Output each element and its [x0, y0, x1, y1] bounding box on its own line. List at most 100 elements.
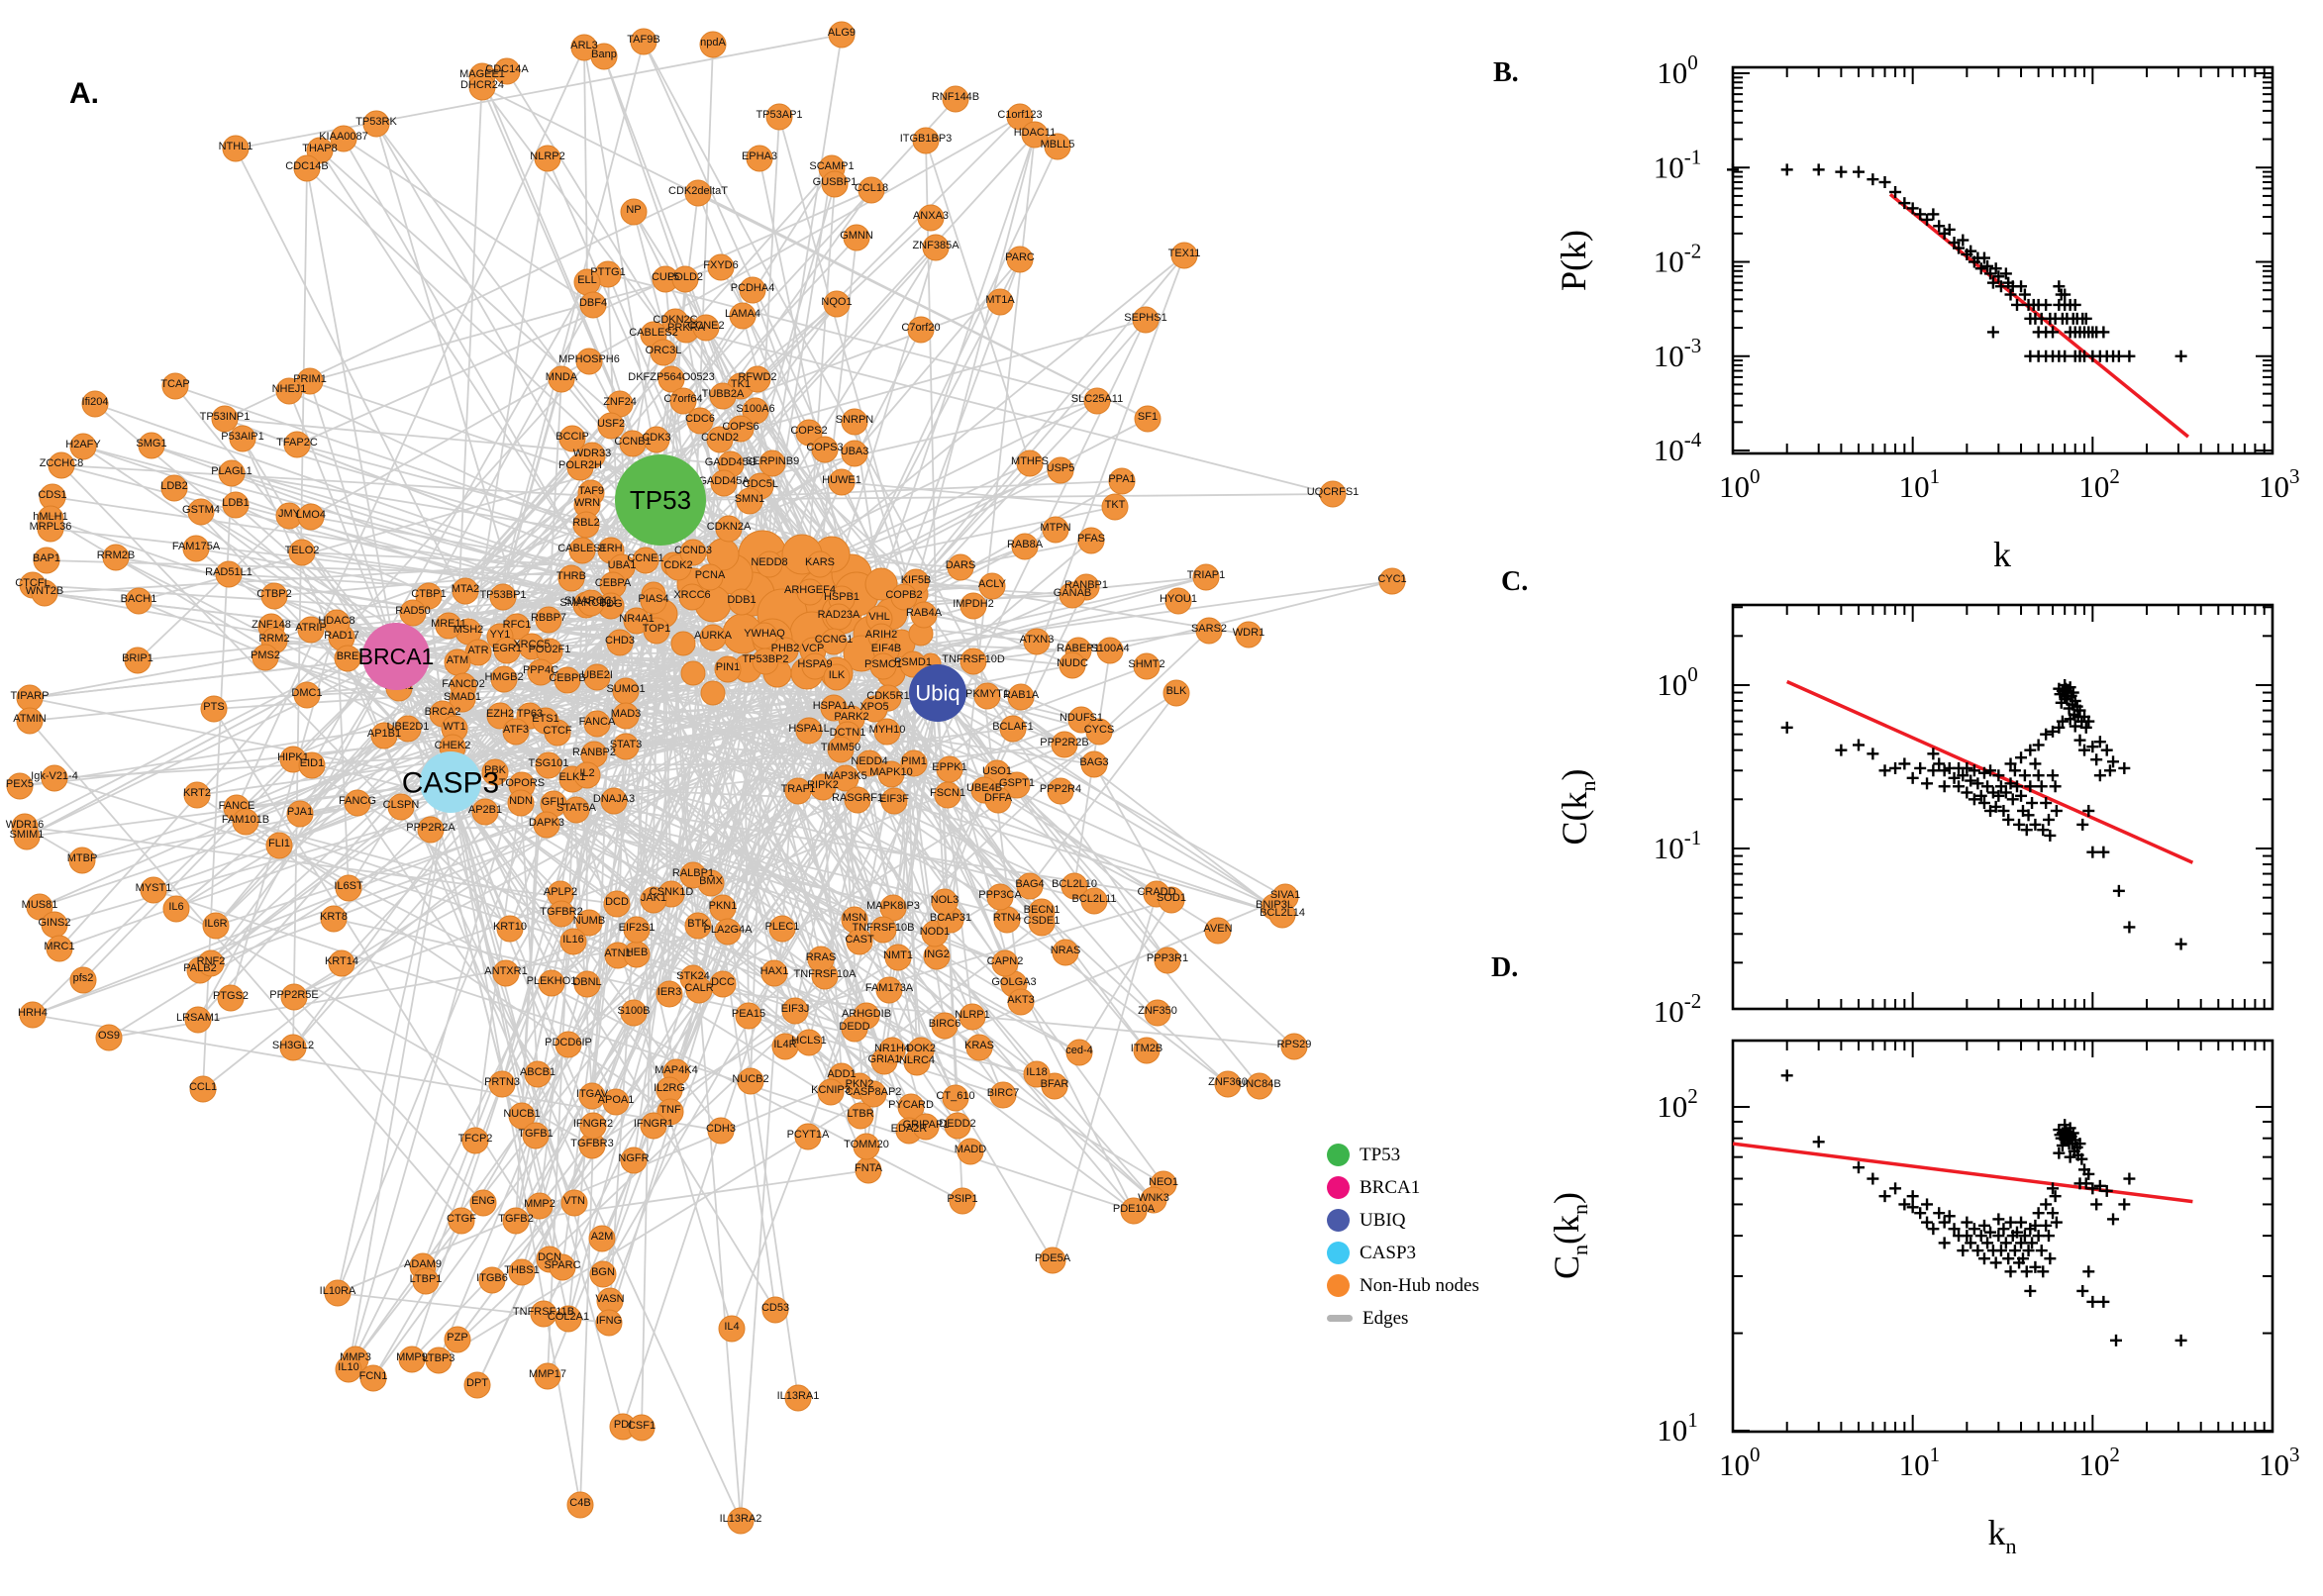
network-node-label: RASGRF1 — [832, 792, 883, 804]
network-node-label: KCNIP3 — [811, 1084, 851, 1096]
network-node-label: GADD45A — [698, 475, 750, 487]
network-node-label: TSG101 — [529, 757, 569, 769]
x-axis-title: k — [1993, 535, 2011, 574]
legend-item-label: Edges — [1363, 1307, 1409, 1329]
network-node-label: CDK5R1 — [866, 690, 909, 702]
network-node — [942, 1084, 969, 1112]
network-node — [714, 655, 742, 683]
network-node-label: CCNG1 — [815, 634, 854, 646]
network-node-label: BMX — [699, 875, 724, 887]
network-node-label: EGR1 — [492, 643, 522, 654]
network-node — [942, 85, 969, 113]
network-node — [95, 1024, 123, 1051]
network-node — [1080, 887, 1108, 915]
network-node-label: YWHAQ — [744, 628, 785, 640]
network-node — [752, 648, 779, 675]
network-node-label: XRCC5 — [513, 639, 550, 650]
network-node-label: DCTN1 — [830, 727, 866, 739]
network-node-label: KRT8 — [320, 911, 348, 923]
network-node-label: VCP — [802, 643, 825, 654]
network-node-label: CCNE1 — [627, 552, 663, 564]
network-node — [260, 582, 288, 610]
network-node — [1007, 683, 1035, 711]
network-node-label: P53AIP1 — [221, 431, 263, 443]
network-node — [684, 179, 712, 207]
network-node-label: CTGF — [447, 1213, 476, 1225]
network-node — [13, 823, 41, 850]
network-node-label: KIF5B — [901, 574, 932, 586]
scatter-points — [1780, 679, 2187, 950]
network-node-label: BTK — [687, 918, 709, 930]
network-node — [597, 412, 625, 440]
network-node-label: RBBP7 — [531, 612, 566, 624]
network-node — [124, 647, 152, 674]
hub-node-label: TP53 — [630, 485, 691, 515]
network-node-label: PIN1 — [716, 661, 740, 673]
network-node-label: NUMB — [573, 915, 605, 927]
network-node-label: OS9 — [98, 1030, 120, 1042]
x-axis-title: kn — [1988, 1513, 2017, 1558]
network-node — [81, 390, 109, 418]
network-node — [709, 970, 737, 998]
network-node-label: RABEP1 — [1057, 643, 1099, 654]
network-node-label: SCAMP1 — [809, 160, 854, 172]
network-node — [853, 1133, 880, 1160]
network-node — [1083, 387, 1111, 415]
network-node-label: TIMM50 — [821, 742, 860, 753]
network-node-label: TNFRSF10D — [942, 653, 1005, 665]
network-node-label: ANTXR1 — [484, 965, 527, 977]
network-node-label: RNF144B — [932, 91, 979, 103]
network-node-label: C1orf123 — [997, 109, 1042, 121]
network-node-label: RFWD2 — [738, 371, 776, 383]
network-node-label: SOD1 — [1157, 892, 1186, 904]
network-node — [138, 432, 165, 459]
network-node-label: IMPDH2 — [953, 598, 994, 610]
network-node-label: PSIP1 — [947, 1193, 977, 1205]
network-node — [362, 110, 390, 138]
network-node-label: KARS — [805, 556, 835, 568]
network-node-label: CDC14A — [485, 63, 529, 75]
network-node-label: SMARCC1 — [564, 595, 618, 607]
network-node — [502, 718, 530, 746]
network-node-label: TIPARP — [11, 690, 50, 702]
scatter-panel-b: 100 101 102 103 100 10-1 10-2 10-3 10-4 k P(k) — [1554, 50, 2300, 574]
network-node — [1085, 718, 1113, 746]
network-node — [669, 387, 697, 415]
network-node — [986, 288, 1014, 316]
network-node-label: DNAJA3 — [593, 793, 635, 805]
network-node-label: TDG — [599, 598, 622, 610]
network-node-label: ERH — [599, 543, 622, 554]
network-node-label: MRPL36 — [30, 521, 72, 533]
network-node — [991, 949, 1019, 977]
network-node — [796, 578, 824, 606]
network-node-label: FANCD2 — [442, 678, 484, 690]
network-node-label: MTA2 — [452, 583, 480, 595]
network-node-label: LDB2 — [160, 480, 188, 492]
network-node-label: HUWE1 — [822, 474, 861, 486]
network-node-label: GMNN — [840, 230, 873, 242]
network-node — [1044, 133, 1071, 160]
network-node — [508, 1102, 536, 1130]
network-node-label: ITGB1BP3 — [900, 133, 953, 145]
network-node-label: ced-4 — [1065, 1045, 1093, 1056]
network-node — [884, 944, 912, 971]
network-node-label: HRH4 — [18, 1007, 48, 1019]
network-node — [490, 665, 518, 693]
network-node — [827, 736, 855, 763]
network-node — [334, 645, 361, 672]
network-node — [554, 666, 581, 694]
network-node — [1378, 567, 1406, 595]
network-node-label: PSMD1 — [894, 656, 932, 668]
network-node-label: HSPA1A — [813, 700, 856, 712]
network-node-label: SMN1 — [735, 493, 765, 505]
y-axis-title: C(kn) — [1555, 769, 1600, 846]
network-node-label: TK1 — [731, 378, 751, 390]
network-node — [1214, 1070, 1242, 1098]
network-node-label: FANCG — [339, 795, 376, 807]
network-node-label: CCL1 — [189, 1081, 217, 1093]
network-node-label: TP53RK — [355, 116, 397, 128]
scatter-panel-d: 100 101 102 103 102 101 kn Cn(kn) — [1547, 1039, 2300, 1558]
network-node-label: WDR16 — [6, 819, 45, 831]
hub-node-label: BRCA1 — [358, 644, 435, 669]
network-node — [1059, 651, 1086, 679]
